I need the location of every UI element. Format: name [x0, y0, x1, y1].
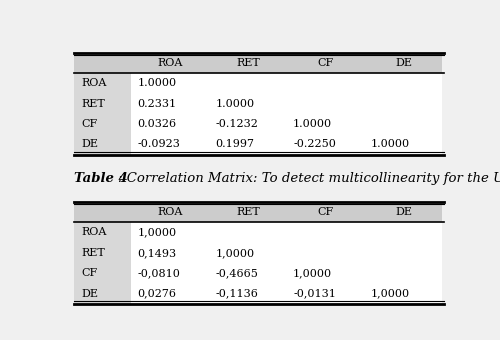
- Text: RET: RET: [81, 248, 105, 258]
- Text: DE: DE: [395, 207, 412, 217]
- Bar: [132, 134, 209, 155]
- Bar: [74, 114, 132, 134]
- Text: RET: RET: [236, 207, 260, 217]
- Text: 0.2331: 0.2331: [138, 99, 177, 109]
- Text: -0.1232: -0.1232: [216, 119, 258, 129]
- Text: 1.0000: 1.0000: [293, 119, 333, 129]
- Text: Table 4: Table 4: [74, 172, 128, 185]
- Bar: [132, 222, 209, 243]
- Bar: [287, 134, 364, 155]
- Bar: [209, 114, 287, 134]
- Text: : Correlation Matrix: To detect multicollinearity for the UK: : Correlation Matrix: To detect multicol…: [118, 172, 500, 185]
- Bar: [287, 284, 364, 304]
- Bar: [364, 263, 442, 284]
- Text: -0,0131: -0,0131: [293, 289, 336, 299]
- Bar: [364, 134, 442, 155]
- Text: ROA: ROA: [81, 227, 106, 237]
- Bar: [364, 94, 442, 114]
- Text: 1,0000: 1,0000: [138, 227, 177, 237]
- Bar: [132, 53, 209, 73]
- Bar: [287, 243, 364, 263]
- Bar: [132, 243, 209, 263]
- Bar: [74, 134, 132, 155]
- Bar: [364, 243, 442, 263]
- Bar: [287, 222, 364, 243]
- Text: RET: RET: [236, 58, 260, 68]
- Bar: [132, 114, 209, 134]
- Bar: [287, 202, 364, 222]
- Bar: [132, 94, 209, 114]
- Bar: [74, 202, 132, 222]
- Bar: [209, 243, 287, 263]
- Text: RET: RET: [81, 99, 105, 109]
- Text: CF: CF: [318, 58, 334, 68]
- Bar: [287, 53, 364, 73]
- Bar: [364, 222, 442, 243]
- Bar: [209, 263, 287, 284]
- Text: 1.0000: 1.0000: [138, 78, 177, 88]
- Bar: [209, 222, 287, 243]
- Text: 1.0000: 1.0000: [216, 99, 254, 109]
- Text: DE: DE: [395, 58, 412, 68]
- Text: 1.0000: 1.0000: [371, 139, 410, 150]
- Text: DE: DE: [81, 289, 98, 299]
- Bar: [209, 284, 287, 304]
- Text: 0.1997: 0.1997: [216, 139, 254, 150]
- Bar: [132, 263, 209, 284]
- Bar: [364, 284, 442, 304]
- Text: -0,4665: -0,4665: [216, 268, 258, 278]
- Text: -0,0810: -0,0810: [138, 268, 180, 278]
- Bar: [364, 53, 442, 73]
- Bar: [209, 94, 287, 114]
- Text: -0.0923: -0.0923: [138, 139, 180, 150]
- Text: ROA: ROA: [81, 78, 106, 88]
- Bar: [209, 53, 287, 73]
- Bar: [74, 94, 132, 114]
- Text: 0,1493: 0,1493: [138, 248, 177, 258]
- Text: CF: CF: [81, 268, 98, 278]
- Bar: [287, 94, 364, 114]
- Text: 1,0000: 1,0000: [371, 289, 410, 299]
- Text: -0.2250: -0.2250: [293, 139, 336, 150]
- Bar: [74, 222, 132, 243]
- Bar: [364, 114, 442, 134]
- Text: CF: CF: [318, 207, 334, 217]
- Bar: [364, 202, 442, 222]
- Text: DE: DE: [81, 139, 98, 150]
- Text: -0,1136: -0,1136: [216, 289, 258, 299]
- Bar: [132, 284, 209, 304]
- Bar: [209, 73, 287, 94]
- Bar: [74, 73, 132, 94]
- Bar: [287, 114, 364, 134]
- Bar: [209, 202, 287, 222]
- Text: 0.0326: 0.0326: [138, 119, 177, 129]
- Bar: [287, 73, 364, 94]
- Bar: [74, 284, 132, 304]
- Text: CF: CF: [81, 119, 98, 129]
- Text: 0,0276: 0,0276: [138, 289, 176, 299]
- Bar: [74, 53, 132, 73]
- Bar: [74, 243, 132, 263]
- Bar: [209, 134, 287, 155]
- Text: 1,0000: 1,0000: [293, 268, 333, 278]
- Bar: [287, 263, 364, 284]
- Text: ROA: ROA: [158, 58, 183, 68]
- Bar: [74, 263, 132, 284]
- Text: 1,0000: 1,0000: [216, 248, 254, 258]
- Bar: [364, 73, 442, 94]
- Bar: [132, 73, 209, 94]
- Text: ROA: ROA: [158, 207, 183, 217]
- Bar: [132, 202, 209, 222]
